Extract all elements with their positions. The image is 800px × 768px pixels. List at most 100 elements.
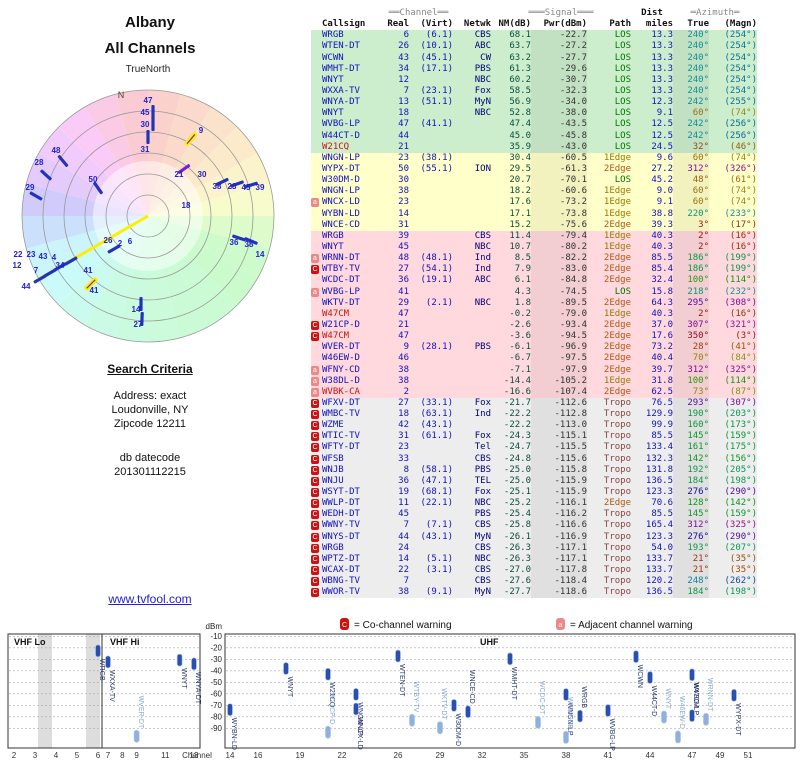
cell-warning: C [311, 554, 322, 565]
signal-marker-label: WNYT [286, 677, 293, 698]
cell-real-channel: 18 [398, 108, 409, 119]
radar-channel-label: 9 [199, 126, 204, 135]
cell-real-channel: 46 [398, 353, 409, 364]
cell-noise-margin: -22.2 [503, 409, 531, 420]
cell-warning [311, 108, 322, 119]
signal-marker [703, 712, 709, 726]
cell-noise-margin: -25.1 [503, 487, 531, 498]
tvfool-link[interactable]: www.tvfool.com [108, 592, 192, 606]
cell-azimuth-magnetic: (326°) [724, 163, 757, 174]
cell-distance: 9.1 [656, 108, 673, 119]
cell-distance: 85.4 [651, 264, 673, 275]
cell-path: Tropo [603, 431, 631, 442]
cell-distance: 12.5 [651, 130, 673, 141]
cell-network [453, 353, 491, 364]
radar-station-marker [151, 117, 155, 131]
signal-marker [105, 655, 111, 669]
cell-network: CBS [474, 453, 491, 464]
cell-power: -118.4 [531, 576, 587, 588]
cell-distance: 13.3 [651, 52, 673, 63]
cell-path: LOS [614, 74, 631, 85]
signal-marker-label: WNCX-LD [356, 717, 363, 750]
cell-azimuth-magnetic: (203°) [724, 409, 757, 420]
cell-distance: 9.0 [656, 186, 673, 197]
cell-power: -75.6 [531, 219, 587, 231]
cell-azimuth-magnetic: (256°) [724, 130, 757, 141]
cell-power: -97.9 [531, 364, 587, 376]
cell-power: -80.2 [531, 241, 587, 254]
cell-distance: 133.7 [645, 553, 673, 564]
signal-marker-label: WNYT [180, 668, 187, 689]
cell-distance: 9.1 [656, 197, 673, 208]
cell-path: 1Edge [603, 208, 631, 219]
radar-channel-label: 22 [14, 250, 23, 259]
table-row: a WVBK-CA 2 -16.6 -107.4 2Edge 62.5 73° (87°) [311, 386, 757, 398]
cell-azimuth-magnetic: (35°) [729, 565, 757, 576]
cell-callsign: WXXA-TV [322, 85, 360, 96]
channel-axis-label: Channel [182, 751, 212, 760]
cell-real-channel: 45 [398, 509, 409, 520]
cell-noise-margin: -0.2 [509, 308, 531, 319]
cell-callsign: WBNG-TV [322, 576, 360, 587]
cell-real-channel: 7 [403, 576, 409, 587]
cell-warning: C [311, 509, 322, 520]
co-channel-warning-icon: C [311, 543, 319, 553]
cell-warning [311, 53, 322, 64]
channel-tick-label: 35 [520, 751, 529, 760]
cell-power: -32.3 [531, 85, 587, 98]
cell-virtual-channel: (5.1) [425, 553, 453, 564]
radar-channel-label: 14 [132, 305, 141, 314]
cell-path: Tropo [603, 420, 631, 431]
radar-ring [105, 173, 191, 259]
cell-callsign: WNCE-CD [322, 219, 360, 230]
channel-tick-label: 8 [120, 751, 125, 760]
cell-azimuth-true: 3° [673, 219, 709, 231]
cell-network [453, 309, 491, 320]
cell-azimuth-true: 28° [673, 342, 709, 354]
cell-real-channel: 23 [398, 152, 409, 163]
cell-azimuth-true: 60° [673, 152, 709, 164]
cell-noise-margin: 61.3 [509, 63, 531, 74]
signal-table: ══Channel══ ═══Signal═══ Dist ═Azimuth═ Call… [311, 8, 757, 599]
radar-station-marker [107, 244, 121, 254]
channel-tick-label: 19 [296, 751, 305, 760]
cell-noise-margin: -16.6 [503, 386, 531, 397]
cell-virtual-channel [409, 75, 453, 86]
cell-real-channel: 43 [398, 52, 409, 63]
cell-noise-margin: -6.7 [509, 353, 531, 364]
page-subtitle: All Channels [104, 40, 196, 57]
cell-power: -73.2 [531, 197, 587, 209]
radar-channel-label: 38 [245, 240, 254, 249]
cell-power: -73.8 [531, 208, 587, 220]
cell-network: CW [480, 52, 491, 63]
cell-azimuth-magnetic: (232°) [724, 286, 757, 297]
cell-callsign: WNYS-DT [322, 531, 360, 542]
cell-power: -30.7 [531, 74, 587, 86]
radar-channel-label: 2 [118, 239, 123, 248]
cell-virtual-channel: (19.1) [420, 275, 453, 286]
channel-tick-label: 11 [161, 751, 170, 760]
cell-warning [311, 242, 322, 253]
cell-virtual-channel: (22.1) [420, 498, 453, 509]
cell-network: NBC [474, 241, 491, 252]
cell-noise-margin: -25.4 [503, 509, 531, 520]
radar-channel-label: 28 [35, 158, 44, 167]
cell-distance: 123.3 [645, 531, 673, 542]
cell-power: -38.0 [531, 108, 587, 120]
cell-callsign: WVBK-CA [322, 386, 360, 397]
channel-shade-band [86, 634, 100, 748]
cell-noise-margin: 1.8 [514, 297, 531, 308]
co-channel-warning-icon: C [311, 499, 319, 509]
cell-distance: 15.8 [651, 286, 673, 297]
channel-tick-label: 29 [436, 751, 445, 760]
table-row: W47CM 47 -0.2 -79.0 1Edge 40.3 2° (16°) [311, 308, 757, 320]
channel-tick-label: 7 [106, 751, 111, 760]
signal-marker-label: WMHT-DT [510, 667, 517, 701]
radar-station-marker [43, 268, 57, 278]
cell-network: NBC [474, 74, 491, 85]
cell-callsign: WWLP-DT [322, 498, 360, 509]
cell-azimuth-magnetic: (17°) [729, 219, 757, 230]
cell-azimuth-true: 192° [673, 464, 709, 476]
cell-noise-margin: -25.2 [503, 498, 531, 509]
cell-callsign: WFXV-DT [322, 397, 360, 408]
